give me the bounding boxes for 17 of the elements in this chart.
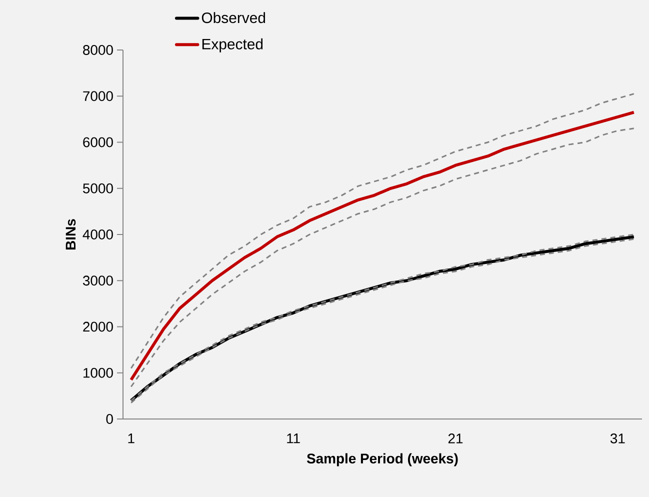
y-tick-label: 1000 xyxy=(84,368,113,378)
x-tick-label: 11 xyxy=(287,434,300,444)
y-tick-label: 8000 xyxy=(83,45,113,55)
y-tick-label: 3000 xyxy=(82,276,113,286)
y-tick-label: 4000 xyxy=(82,230,113,240)
x-tick-label: 21 xyxy=(448,434,463,444)
y-tick-label: 7000 xyxy=(83,91,113,102)
y-tick-label: 0 xyxy=(106,414,113,424)
x-tick-label: 1 xyxy=(128,434,134,444)
legend-label: Expected xyxy=(202,38,263,52)
x-tick-label: 31 xyxy=(610,434,625,444)
y-tick-label: 2000 xyxy=(83,322,113,332)
x-axis-title: Sample Period (weeks) xyxy=(306,453,458,466)
y-tick-label: 5000 xyxy=(83,183,113,194)
legend-label: Observed xyxy=(202,12,266,24)
y-axis-title: BINs xyxy=(66,219,76,250)
y-tick-label: 6000 xyxy=(83,137,113,148)
